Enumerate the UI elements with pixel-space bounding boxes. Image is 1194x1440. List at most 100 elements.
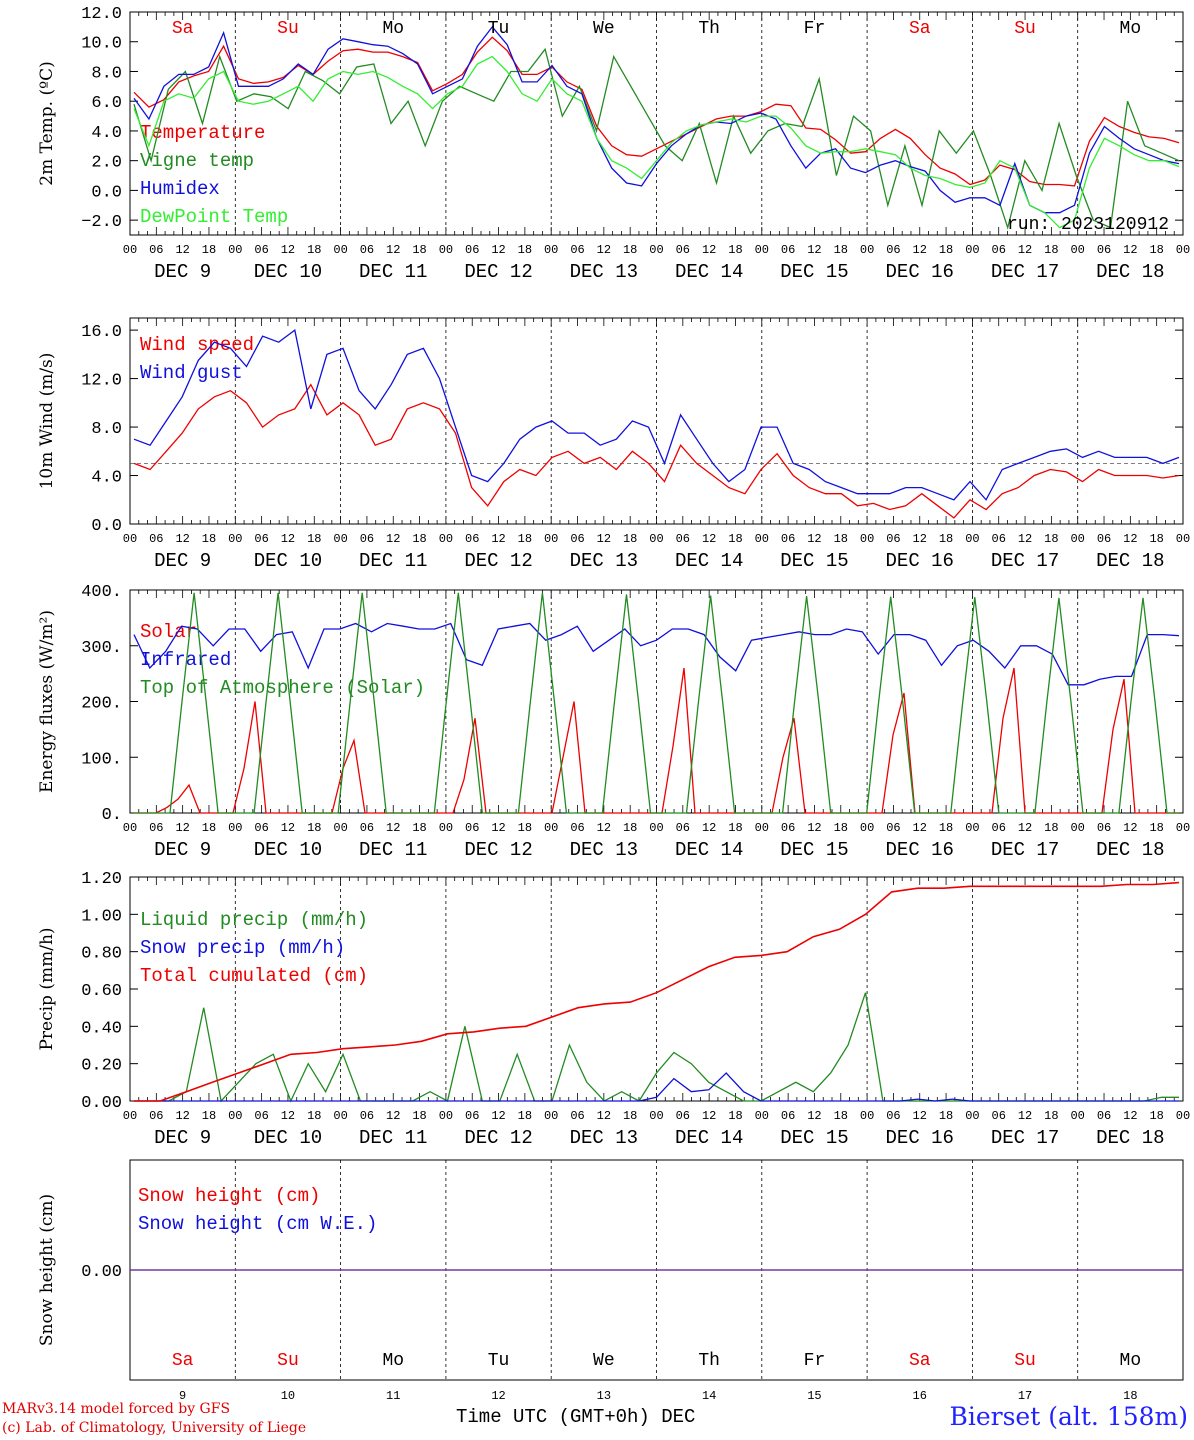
date-label: DEC 10 xyxy=(254,550,322,572)
legend-entry: Wind speed xyxy=(140,334,254,356)
hour-label: 12 xyxy=(491,532,505,546)
day-name: Sa xyxy=(909,19,931,39)
date-label: DEC 14 xyxy=(675,839,743,861)
legend-entry: Temperature xyxy=(140,122,265,144)
plot-frame xyxy=(129,589,1184,814)
day-name: Su xyxy=(1014,19,1036,39)
day-name: We xyxy=(593,1351,615,1371)
hour-label: 06 xyxy=(992,243,1006,257)
date-label: DEC 14 xyxy=(675,261,743,283)
hour-label: 06 xyxy=(992,532,1006,546)
y-tick-label: 12.0 xyxy=(81,5,122,24)
hour-label: 12 xyxy=(913,243,927,257)
hour-label: 18 xyxy=(939,821,953,835)
hour-label: 06 xyxy=(676,1109,690,1123)
hour-label: 06 xyxy=(992,1109,1006,1123)
y-tick-label: 0.20 xyxy=(81,1057,122,1076)
hour-label: 18 xyxy=(728,532,742,546)
date-label: DEC 17 xyxy=(991,550,1059,572)
hour-label: 18 xyxy=(1149,1109,1163,1123)
hour-label: 06 xyxy=(1097,532,1111,546)
date-label: DEC 9 xyxy=(154,261,211,283)
hour-label: 12 xyxy=(175,532,189,546)
hour-label: 12 xyxy=(913,1109,927,1123)
date-label: DEC 16 xyxy=(886,1127,954,1149)
hour-label: 06 xyxy=(465,532,479,546)
day-name: Th xyxy=(698,1351,720,1371)
y-tick-label: 1.20 xyxy=(81,870,122,889)
hour-label: 06 xyxy=(570,821,584,835)
legend-entry: Infrared xyxy=(140,649,231,671)
hour-label: 18 xyxy=(1149,532,1163,546)
day-name: Su xyxy=(277,1351,299,1371)
date-label: DEC 13 xyxy=(570,550,638,572)
hour-label: 00 xyxy=(1176,1109,1190,1123)
hour-label: 00 xyxy=(544,1109,558,1123)
date-label: DEC 13 xyxy=(570,839,638,861)
hour-label: 12 xyxy=(1123,243,1137,257)
hour-label: 06 xyxy=(570,243,584,257)
date-label: DEC 12 xyxy=(464,839,532,861)
series-line-top-of-atmosphere-solar xyxy=(134,592,1179,814)
hour-label: 00 xyxy=(1070,532,1084,546)
hour-label: 12 xyxy=(597,532,611,546)
hour-label: 00 xyxy=(333,243,347,257)
station-label: Bierset (alt. 158m) xyxy=(949,1402,1188,1431)
hour-label: 00 xyxy=(860,821,874,835)
hour-label: 00 xyxy=(649,243,663,257)
hour-label: 12 xyxy=(702,821,716,835)
date-label: DEC 14 xyxy=(675,550,743,572)
y-tick-label: −2.0 xyxy=(81,213,122,232)
hour-label: 00 xyxy=(755,821,769,835)
date-label: DEC 11 xyxy=(359,1127,427,1149)
day-name: Tu xyxy=(488,1351,510,1371)
date-label: DEC 10 xyxy=(254,261,322,283)
date-label: DEC 18 xyxy=(1096,261,1164,283)
credit-lab: (c) Lab. of Climatology, University of L… xyxy=(2,1420,307,1436)
hour-label: 12 xyxy=(386,1109,400,1123)
hour-label: 18 xyxy=(202,1109,216,1123)
hour-label: 12 xyxy=(491,821,505,835)
y-tick-label: 0.00 xyxy=(81,1263,122,1282)
date-label: DEC 16 xyxy=(886,550,954,572)
hour-label: 00 xyxy=(860,532,874,546)
hour-label: 12 xyxy=(1123,821,1137,835)
y-tick-label: 0.60 xyxy=(81,982,122,1001)
hour-label: 00 xyxy=(333,821,347,835)
hour-label: 06 xyxy=(149,1109,163,1123)
hour-label: 06 xyxy=(781,243,795,257)
hour-label: 12 xyxy=(807,532,821,546)
hour-label: 12 xyxy=(386,821,400,835)
y-tick-label: 400. xyxy=(81,583,122,602)
legend-entry: Vigne temp xyxy=(140,150,254,172)
hour-label: 18 xyxy=(728,1109,742,1123)
date-number: 16 xyxy=(913,1389,927,1403)
day-name: Fr xyxy=(804,1351,826,1371)
hour-label: 12 xyxy=(702,243,716,257)
date-label: DEC 17 xyxy=(991,261,1059,283)
hour-label: 06 xyxy=(676,532,690,546)
date-label: DEC 13 xyxy=(570,261,638,283)
hour-label: 00 xyxy=(439,532,453,546)
hour-label: 18 xyxy=(623,532,637,546)
y-tick-label: 2.0 xyxy=(91,154,122,173)
hour-label: 00 xyxy=(755,532,769,546)
hour-label: 06 xyxy=(570,1109,584,1123)
hour-label: 18 xyxy=(939,243,953,257)
hour-label: 12 xyxy=(1123,1109,1137,1123)
hour-label: 06 xyxy=(781,821,795,835)
date-label: DEC 10 xyxy=(254,1127,322,1149)
legend-entry: DewPoint Temp xyxy=(140,206,288,228)
hour-label: 00 xyxy=(333,532,347,546)
hour-label: 12 xyxy=(913,821,927,835)
hour-label: 00 xyxy=(228,1109,242,1123)
hour-label: 12 xyxy=(1018,243,1032,257)
hour-label: 18 xyxy=(1149,821,1163,835)
hour-label: 12 xyxy=(491,243,505,257)
y-tick-label: 0.40 xyxy=(81,1019,122,1038)
hour-label: 12 xyxy=(281,821,295,835)
hour-label: 00 xyxy=(965,1109,979,1123)
hour-label: 00 xyxy=(860,1109,874,1123)
hour-label: 18 xyxy=(518,532,532,546)
y-tick-label: 200. xyxy=(81,695,122,714)
